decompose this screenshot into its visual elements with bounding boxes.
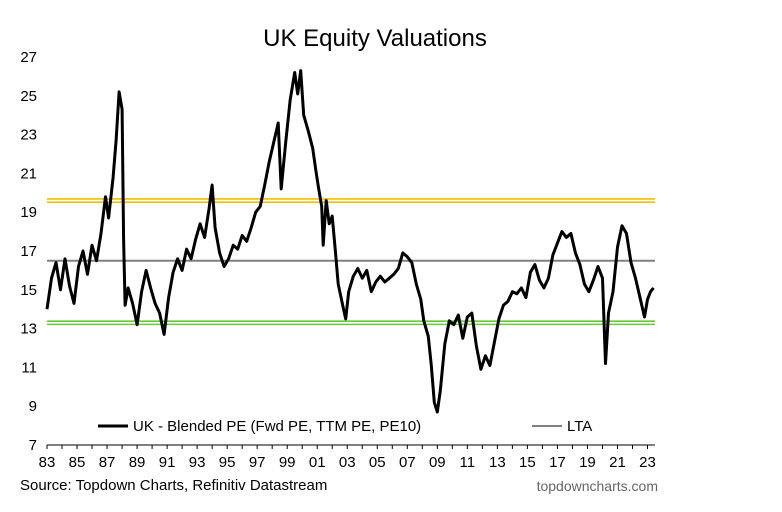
x-tick-label: 99 <box>279 454 296 471</box>
y-tick-label: 11 <box>21 359 37 376</box>
y-tick-label: 25 <box>20 88 37 105</box>
legend: UK - Blended PE (Fwd PE, TTM PE, PE10) L… <box>98 418 592 435</box>
x-tick-label: 83 <box>39 454 56 471</box>
y-tick-label: 15 <box>20 282 37 299</box>
x-tick-label: 11 <box>460 454 476 471</box>
y-tick-label: 9 <box>29 398 37 415</box>
y-tick-label: 19 <box>20 204 37 221</box>
x-tick-label: 23 <box>639 454 656 471</box>
reference-lines <box>47 198 655 326</box>
x-tick-label: 85 <box>69 454 86 471</box>
y-tick-label: 27 <box>20 49 37 66</box>
x-tick-label: 91 <box>159 454 176 471</box>
x-tick-label: 21 <box>609 454 626 471</box>
x-tick-label: 89 <box>129 454 146 471</box>
series-layer <box>45 69 655 414</box>
x-tick-label: 95 <box>219 454 236 471</box>
x-tick-label: 03 <box>339 454 356 471</box>
x-tick-label: 07 <box>399 454 416 471</box>
pe-series-line <box>45 69 655 414</box>
x-tick-label: 87 <box>99 454 116 471</box>
y-tick-label: 21 <box>20 165 37 182</box>
legend-label-pe: UK - Blended PE (Fwd PE, TTM PE, PE10) <box>133 418 421 435</box>
x-tick-label: 93 <box>189 454 206 471</box>
y-tick-label: 13 <box>20 321 37 338</box>
x-tick-label: 01 <box>309 454 326 471</box>
chart-title: UK Equity Valuations <box>263 25 487 52</box>
legend-label-lta: LTA <box>567 418 592 435</box>
x-tick-label: 09 <box>429 454 446 471</box>
y-tick-label: 17 <box>20 243 37 260</box>
x-tick-label: 19 <box>579 454 596 471</box>
brand-watermark: topdowncharts.com <box>536 478 658 494</box>
y-axis: 7 9 11 13 15 17 19 21 23 25 27 <box>20 49 37 454</box>
x-tick-label: 97 <box>249 454 266 471</box>
source-note: Source: Topdown Charts, Refinitiv Datast… <box>20 477 328 494</box>
x-tick-label: 13 <box>489 454 506 471</box>
x-tick-label: 17 <box>549 454 566 471</box>
x-tick-label: 05 <box>369 454 386 471</box>
y-tick-label: 23 <box>20 127 37 144</box>
x-axis: 83 85 87 89 91 93 95 97 99 01 03 05 07 09 11 13 15 17 19 21… <box>39 444 656 471</box>
y-tick-label: 7 <box>29 437 37 454</box>
x-tick-label: 15 <box>519 454 536 471</box>
